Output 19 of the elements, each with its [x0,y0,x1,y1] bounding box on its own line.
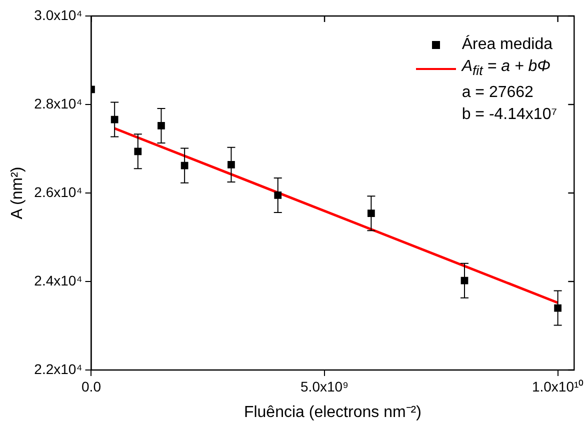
point [368,210,375,218]
x-tick-label: 1.0x10¹⁰ [532,378,584,394]
point [134,148,142,156]
y-tick-label: 2.4x10⁴ [34,272,82,288]
x-tick-label: 5.0x10⁹ [300,378,349,394]
y-tick-label: 2.8x10⁴ [34,95,82,112]
annotation: b = -4.14x10⁷ [462,105,557,126]
point [158,122,165,130]
point [228,161,235,168]
y-tick-label: 2.6x10⁴ [34,184,82,200]
legend-label: A$_{fit}$ = a + bΦ [462,57,551,80]
annotation: a = 27662 [462,83,534,104]
point [274,192,282,199]
y-axis-title: A (nm²) [9,166,26,220]
x-tick-label: 0.0 [82,378,102,394]
y-tick-label: 3.0x10⁴ [34,6,82,23]
y-tick-label: 2.2x10⁴ [34,360,82,377]
legend-label: Área medida [462,34,553,55]
x-axis-title: Fluência (electrons nm⁻²) [244,404,422,421]
